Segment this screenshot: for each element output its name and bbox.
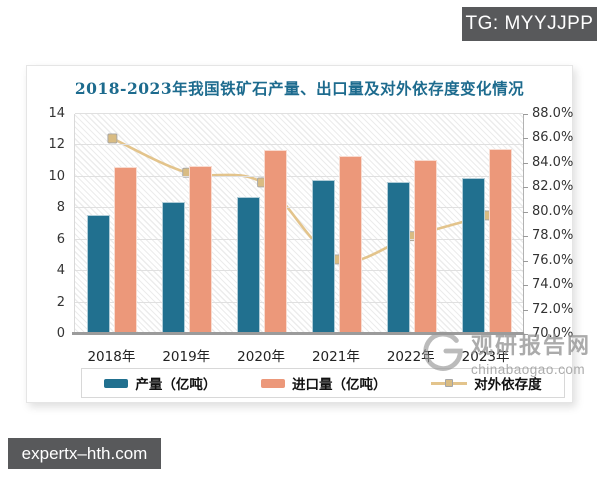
- left-axis-label: 8: [56, 200, 65, 216]
- legend-label: 对外依存度: [474, 377, 542, 392]
- tg-badge: TG: MYYJJPP: [462, 7, 597, 41]
- grid-line: [75, 175, 523, 177]
- bar-imports: [413, 159, 437, 334]
- legend-swatch-imports: [260, 378, 285, 388]
- right-axis-label: 72.0%: [532, 301, 574, 317]
- bar-production: [461, 178, 485, 334]
- right-axis-line: [523, 114, 524, 334]
- legend-label: 产量（亿吨）: [135, 377, 217, 392]
- right-axis-tick: [523, 236, 528, 238]
- dependency-marker: [107, 133, 118, 144]
- grid-line: [75, 301, 523, 303]
- legend: 产量（亿吨） 进口量（亿吨） 对外依存度: [81, 368, 565, 398]
- legend-item: 进口量（亿吨）: [260, 373, 387, 393]
- bar-imports: [114, 167, 138, 334]
- bar-imports: [189, 165, 213, 334]
- site-badge: expertx–hth.com: [8, 438, 161, 469]
- bar-production: [311, 180, 335, 334]
- bar-imports: [264, 150, 288, 334]
- bar-production: [87, 214, 111, 334]
- x-axis-label: 2021年: [311, 349, 360, 365]
- x-axis-label: 2022年: [386, 349, 435, 365]
- left-axis-label: 10: [48, 168, 65, 184]
- x-axis-label: 2018年: [87, 349, 136, 365]
- right-axis-tick: [523, 162, 528, 164]
- x-axis-label: 2023年: [461, 349, 510, 365]
- chart-card: 2018-2023年我国铁矿石产量、出口量及对外依存度变化情况 产量（亿吨） 进口…: [26, 65, 589, 403]
- grid-line: [75, 144, 523, 146]
- right-axis-label: 80.0%: [532, 203, 574, 219]
- left-axis-label: 12: [48, 137, 65, 153]
- right-axis-tick: [523, 138, 528, 140]
- chart-title: 2018-2023年我国铁矿石产量、出口量及对外依存度变化情况: [74, 79, 525, 98]
- bar-imports: [488, 148, 512, 334]
- right-axis-tick: [523, 260, 528, 262]
- grid-line: [75, 207, 523, 209]
- left-axis-label: 2: [56, 294, 65, 310]
- left-axis-label: 0: [56, 326, 65, 341]
- right-axis-label: 76.0%: [532, 252, 574, 268]
- grid-line: [75, 238, 523, 240]
- left-axis-label: 14: [48, 106, 65, 121]
- grid-line: [75, 270, 523, 272]
- legend-item: 产量（亿吨）: [104, 373, 216, 393]
- left-axis-label: 4: [56, 263, 65, 279]
- right-axis-tick: [523, 334, 528, 335]
- plot-area: [74, 113, 523, 334]
- right-axis-label: 78.0%: [532, 228, 574, 244]
- right-axis-tick: [523, 309, 528, 311]
- x-axis-label: 2020年: [237, 349, 285, 365]
- left-axis-label: 6: [56, 231, 65, 247]
- legend-line-marker: [445, 379, 454, 387]
- x-axis-label: 2019年: [162, 349, 211, 365]
- right-axis-label: 70.0%: [532, 326, 574, 341]
- right-axis-label: 88.0%: [532, 106, 574, 121]
- right-axis-tick: [523, 285, 528, 287]
- bar-production: [237, 197, 261, 334]
- bar-production: [386, 181, 410, 334]
- legend-label: 进口量（亿吨）: [291, 377, 387, 392]
- right-axis-label: 86.0%: [532, 130, 574, 146]
- bar-imports: [338, 156, 362, 334]
- legend-swatch-production: [104, 378, 129, 388]
- bar-production: [162, 202, 186, 334]
- x-axis-line: [72, 332, 524, 335]
- grid-line: [75, 113, 523, 114]
- legend-line-icon: [431, 378, 468, 388]
- right-axis-tick: [523, 211, 528, 213]
- legend-item: 对外依存度: [431, 373, 542, 393]
- right-axis-label: 82.0%: [532, 179, 574, 195]
- right-axis-label: 84.0%: [532, 154, 574, 170]
- right-axis-tick: [523, 187, 528, 189]
- right-axis-label: 74.0%: [532, 277, 574, 293]
- right-axis-tick: [523, 114, 528, 115]
